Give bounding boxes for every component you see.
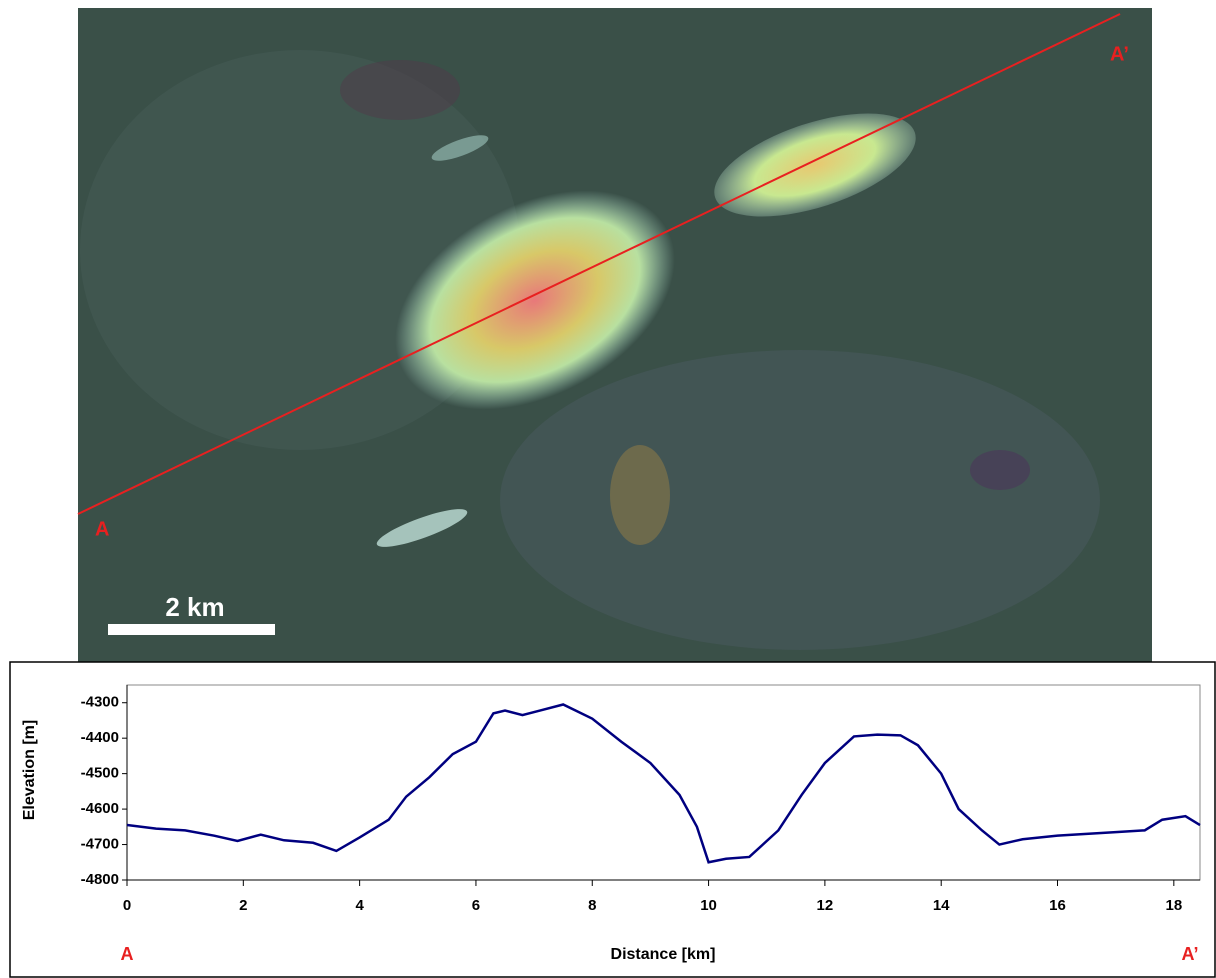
y-tick-label: -4300 bbox=[81, 694, 119, 711]
mound bbox=[610, 445, 670, 545]
x-tick-label: 6 bbox=[472, 897, 480, 914]
y-tick-label: -4800 bbox=[81, 871, 119, 888]
x-axis-label: Distance [km] bbox=[611, 946, 716, 963]
end-label: A’ bbox=[1110, 43, 1129, 65]
y-axis-label: Elevation [m] bbox=[21, 720, 38, 820]
scale-label: 2 km bbox=[165, 592, 224, 622]
x-tick-label: 4 bbox=[355, 897, 364, 914]
y-tick-label: -4500 bbox=[81, 765, 119, 782]
x-tick-label: 18 bbox=[1165, 897, 1182, 914]
start-label: A bbox=[121, 944, 134, 964]
y-tick-label: -4600 bbox=[81, 800, 119, 817]
x-tick-label: 14 bbox=[933, 897, 950, 914]
terrain bbox=[500, 350, 1100, 650]
x-tick-label: 12 bbox=[817, 897, 834, 914]
x-tick-label: 8 bbox=[588, 897, 596, 914]
x-tick-label: 10 bbox=[700, 897, 717, 914]
scale-bar bbox=[108, 624, 275, 635]
x-tick-label: 0 bbox=[123, 897, 131, 914]
y-tick-label: -4400 bbox=[81, 729, 119, 746]
terrain bbox=[970, 450, 1030, 490]
figure: A A’ 2 km Elevation [m] Distance [km] A … bbox=[0, 0, 1216, 978]
satellite-image: A A’ 2 km bbox=[78, 8, 1152, 662]
x-tick-label: 2 bbox=[239, 897, 247, 914]
end-label: A’ bbox=[1181, 944, 1198, 964]
start-label: A bbox=[95, 518, 109, 540]
y-tick-label: -4700 bbox=[81, 836, 119, 853]
terrain bbox=[340, 60, 460, 120]
plot-area bbox=[127, 685, 1200, 880]
x-tick-label: 16 bbox=[1049, 897, 1066, 914]
